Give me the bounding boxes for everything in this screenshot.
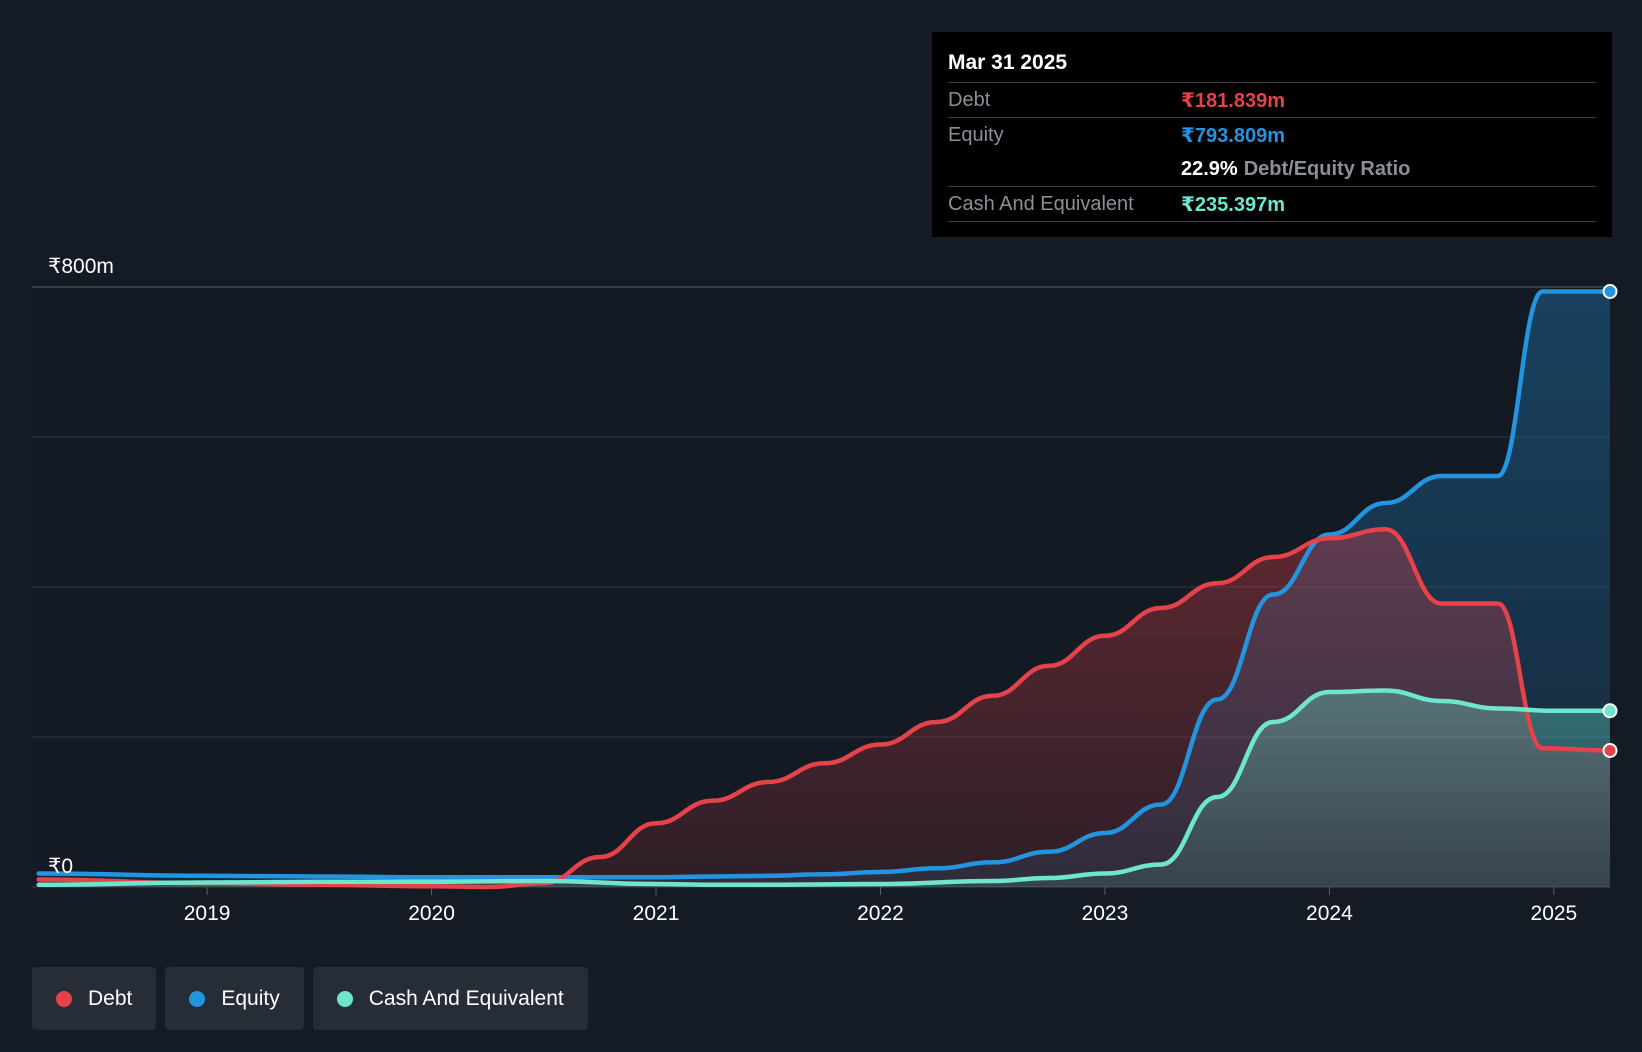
tooltip-equity-row: Equity ₹793.809m [948, 118, 1596, 152]
tooltip-debt-row: Debt ₹181.839m [948, 83, 1596, 118]
line-cash-and-equivalent [36, 688, 1613, 888]
x-tick-label: 2023 [1082, 902, 1129, 925]
tooltip-cash-label: Cash And Equivalent [948, 192, 1134, 215]
endpoint-equity [1602, 284, 1618, 299]
y-tick-label: ₹800m [48, 255, 114, 278]
tooltip-ratio-value: 22.9% [1181, 157, 1238, 180]
tooltip-ratio-row: 22.9% Debt/Equity Ratio [948, 152, 1596, 187]
legend-label-equity: Equity [221, 986, 280, 1010]
endpoint-cash-and-equivalent [1602, 703, 1618, 719]
x-tick-label: 2020 [408, 902, 455, 925]
legend-label-debt: Debt [88, 986, 133, 1010]
chart-plot: ₹0 ₹800m 2019 2020 2021 2022 2023 2024 2025 [32, 255, 1618, 925]
legend-label-cash: Cash And Equivalent [368, 986, 564, 1010]
x-tick-label: 2024 [1306, 902, 1353, 925]
chart-legend: Debt Equity Cash And Equivalent [32, 967, 588, 1030]
endpoint-debt [1602, 743, 1618, 758]
tooltip-cash-value: ₹235.397m [1181, 193, 1285, 216]
x-tick-label: 2022 [857, 902, 904, 925]
tooltip-ratio-label: Debt/Equity Ratio [1243, 157, 1411, 180]
line-debt [36, 527, 1613, 890]
x-tick-label: 2019 [184, 902, 231, 925]
area-cash-and-equivalent [38, 690, 1611, 887]
tooltip-cash-row: Cash And Equivalent ₹235.397m [948, 187, 1596, 222]
legend-dot-cash [336, 990, 353, 1007]
legend-dot-equity [189, 990, 206, 1007]
tooltip-equity-value: ₹793.809m [1181, 124, 1285, 147]
chart-tooltip: Mar 31 2025 Debt ₹181.839m Equity ₹793.8… [932, 32, 1612, 237]
tooltip-debt-value: ₹181.839m [1181, 89, 1285, 112]
legend-item-equity[interactable]: Equity [165, 967, 304, 1030]
legend-dot-debt [56, 990, 72, 1007]
x-tick-label: 2025 [1531, 902, 1578, 925]
y-tick-label: ₹0 [48, 855, 73, 878]
tooltip-date: Mar 31 2025 [948, 44, 1596, 83]
tooltip-equity-label: Equity [948, 123, 1004, 146]
legend-item-cash[interactable]: Cash And Equivalent [312, 967, 588, 1030]
legend-item-debt[interactable]: Debt [32, 967, 157, 1030]
line-equity [36, 289, 1613, 880]
tooltip-debt-label: Debt [948, 88, 991, 111]
x-tick-label: 2021 [633, 902, 680, 925]
